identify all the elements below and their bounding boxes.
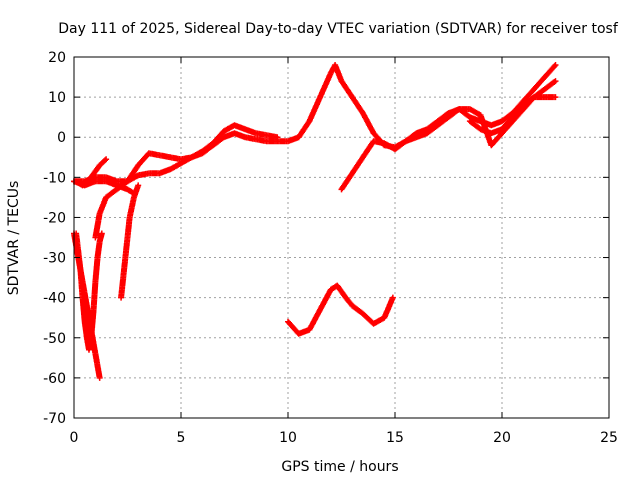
y-tick-label: -10 — [43, 170, 66, 186]
data-point — [552, 78, 559, 85]
marker-trace — [500, 115, 515, 132]
marker-trace — [77, 268, 86, 300]
y-tick-label: -50 — [43, 331, 66, 347]
marker-trace — [393, 139, 408, 152]
marker-trace — [211, 129, 226, 146]
marker-trace — [360, 139, 376, 159]
x-tick-label: 5 — [177, 430, 186, 446]
marker-trace — [124, 216, 133, 239]
marker-trace — [542, 63, 558, 79]
data-point — [552, 62, 559, 69]
marker-trace — [510, 103, 526, 120]
marker-trace — [79, 296, 88, 324]
chart-title: Day 111 of 2025, Sidereal Day-to-day VTE… — [58, 21, 619, 37]
series-arc-h — [285, 282, 396, 337]
marker-trace — [125, 163, 141, 184]
x-tick-label: 0 — [70, 430, 79, 446]
y-tick-label: -30 — [43, 251, 66, 267]
marker-trace — [381, 296, 396, 320]
marker-trace — [332, 63, 344, 83]
grid-lines — [74, 57, 609, 418]
marker-trace — [350, 155, 366, 176]
marker-trace — [92, 256, 101, 284]
marker-trace — [97, 195, 109, 215]
marker-trace — [90, 280, 99, 316]
y-axis-title: SDTVAR / TECUs — [6, 181, 22, 296]
data-points — [71, 62, 559, 381]
y-tick-label: -40 — [43, 291, 66, 307]
marker-trace — [543, 79, 558, 92]
data-point — [274, 134, 281, 141]
x-tick-label: 20 — [493, 430, 511, 446]
x-tick-label: 15 — [386, 430, 404, 446]
marker-trace — [360, 111, 376, 135]
marker-trace — [521, 95, 536, 108]
marker-trace — [335, 283, 348, 300]
marker-trace — [350, 95, 366, 115]
x-tick-label: 25 — [600, 430, 618, 446]
marker-trace — [200, 141, 215, 154]
marker-trace — [104, 187, 119, 200]
marker-trace — [343, 295, 355, 308]
x-tick-label: 10 — [279, 430, 297, 446]
marker-trace — [97, 157, 108, 168]
data-point — [103, 156, 110, 163]
marker-trace — [532, 75, 547, 91]
marker-trace — [425, 119, 440, 132]
y-tick-label: 0 — [57, 130, 66, 146]
marker-trace — [339, 171, 355, 192]
marker-trace — [436, 115, 451, 128]
marker-trace — [127, 195, 137, 219]
marker-trace — [489, 131, 504, 148]
y-tick-label: -20 — [43, 210, 66, 226]
data-point — [389, 294, 396, 301]
marker-trace — [307, 95, 323, 123]
marker-trace — [436, 111, 451, 124]
marker-trace — [122, 236, 131, 259]
series-arc-j — [466, 94, 559, 137]
marker-trace — [500, 111, 515, 124]
series-arc-g — [73, 230, 105, 353]
data-point — [98, 230, 105, 237]
marker-trace — [339, 79, 355, 99]
marker-trace — [425, 123, 440, 136]
series-arc-c — [71, 122, 281, 185]
axis-ticks: 0 5 10 15 20 25 -70 -60 -50 -40 -30 -20 -10 0 10 20 — [43, 50, 618, 446]
marker-trace — [468, 106, 483, 118]
data-point — [552, 94, 559, 101]
y-tick-label: 10 — [48, 90, 66, 106]
x-axis-title: GPS time / hours — [281, 459, 398, 475]
marker-trace — [136, 151, 151, 168]
marker-trace — [296, 119, 312, 139]
marker-trace — [286, 319, 301, 336]
data-point — [135, 182, 142, 189]
marker-trace — [118, 276, 127, 300]
y-tick-label: -60 — [43, 371, 66, 387]
series-arc-e — [118, 182, 142, 301]
marker-trace — [371, 315, 386, 326]
marker-trace — [120, 256, 129, 280]
marker-trace — [89, 163, 102, 180]
marker-trace — [350, 303, 365, 316]
marker-trace — [307, 308, 323, 332]
marker-trace — [73, 232, 84, 271]
marker-trace — [446, 107, 461, 120]
y-tick-label: -70 — [43, 411, 66, 427]
marker-trace — [521, 87, 537, 103]
data-point — [96, 374, 103, 381]
plot-frame — [73, 56, 610, 419]
marker-trace — [317, 71, 334, 99]
marker-trace — [468, 119, 483, 132]
marker-trace — [317, 288, 334, 312]
y-tick-label: 20 — [48, 50, 66, 66]
marker-trace — [80, 175, 94, 188]
